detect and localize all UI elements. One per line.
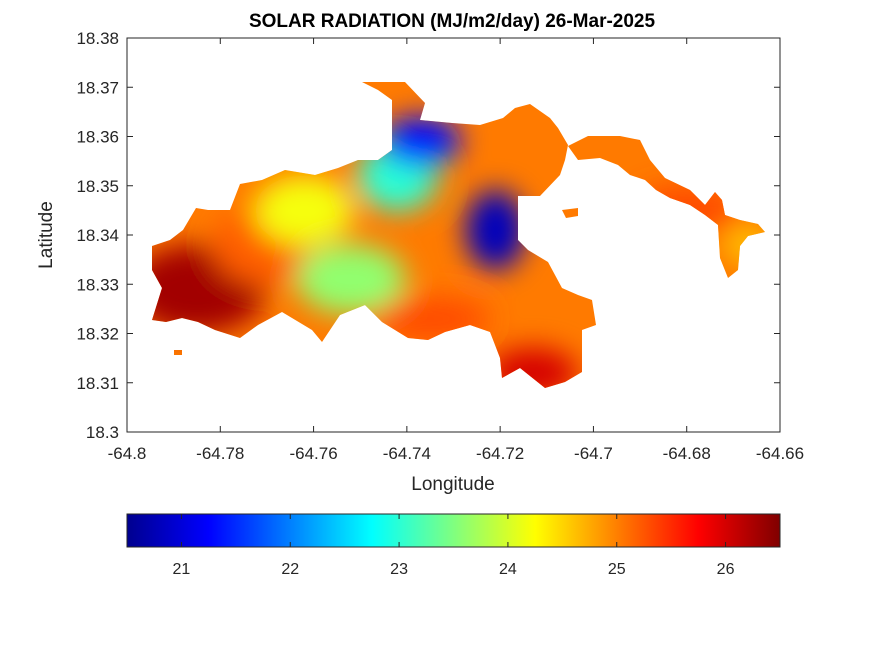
colorbar-tick-label: 26 — [717, 561, 735, 578]
y-tick-label: 18.34 — [76, 226, 119, 245]
x-tick-label: -64.76 — [289, 444, 337, 463]
x-axis: -64.8 -64.78 -64.76 -64.74 -64.72 -64.7 -64.68… — [108, 38, 804, 463]
x-tick-label: -64.66 — [756, 444, 804, 463]
x-tick-label: -64.68 — [663, 444, 711, 463]
y-axis: 18.3 18.31 18.32 18.33 18.34 18.35 18.36 18.37 1… — [76, 29, 780, 442]
y-tick-label: 18.35 — [76, 177, 119, 196]
colorbar-tick-label: 21 — [173, 561, 191, 578]
x-tick-label: -64.7 — [574, 444, 613, 463]
x-axis-label: Longitude — [411, 474, 494, 495]
x-tick-label: -64.74 — [383, 444, 431, 463]
colorbar-tick-label: 22 — [281, 561, 299, 578]
colorbar-ticks: 21 22 23 24 25 26 — [173, 514, 735, 578]
x-tick-label: -64.72 — [476, 444, 524, 463]
colorbar-tick-label: 25 — [608, 561, 626, 578]
y-axis-label: Latitude — [36, 201, 57, 269]
y-tick-label: 18.32 — [76, 325, 119, 344]
colorbar-tick-label: 23 — [390, 561, 408, 578]
x-tick-label: -64.8 — [108, 444, 147, 463]
y-tick-label: 18.36 — [76, 128, 119, 147]
chart-title: SOLAR RADIATION (MJ/m2/day) 26-Mar-2025 — [249, 11, 656, 32]
heat-region-6 — [465, 190, 526, 271]
y-tick-label: 18.33 — [76, 275, 119, 294]
heat-region-2 — [254, 175, 355, 246]
y-tick-label: 18.31 — [76, 374, 119, 393]
heat-region-5 — [380, 116, 461, 167]
y-tick-label: 18.38 — [76, 29, 119, 48]
y-tick-label: 18.3 — [86, 423, 119, 442]
x-tick-label: -64.78 — [196, 444, 244, 463]
colorbar-tick-label: 24 — [499, 561, 517, 578]
colorbar — [126, 513, 781, 548]
y-tick-label: 18.37 — [76, 78, 119, 97]
heat-region-3 — [295, 244, 406, 315]
